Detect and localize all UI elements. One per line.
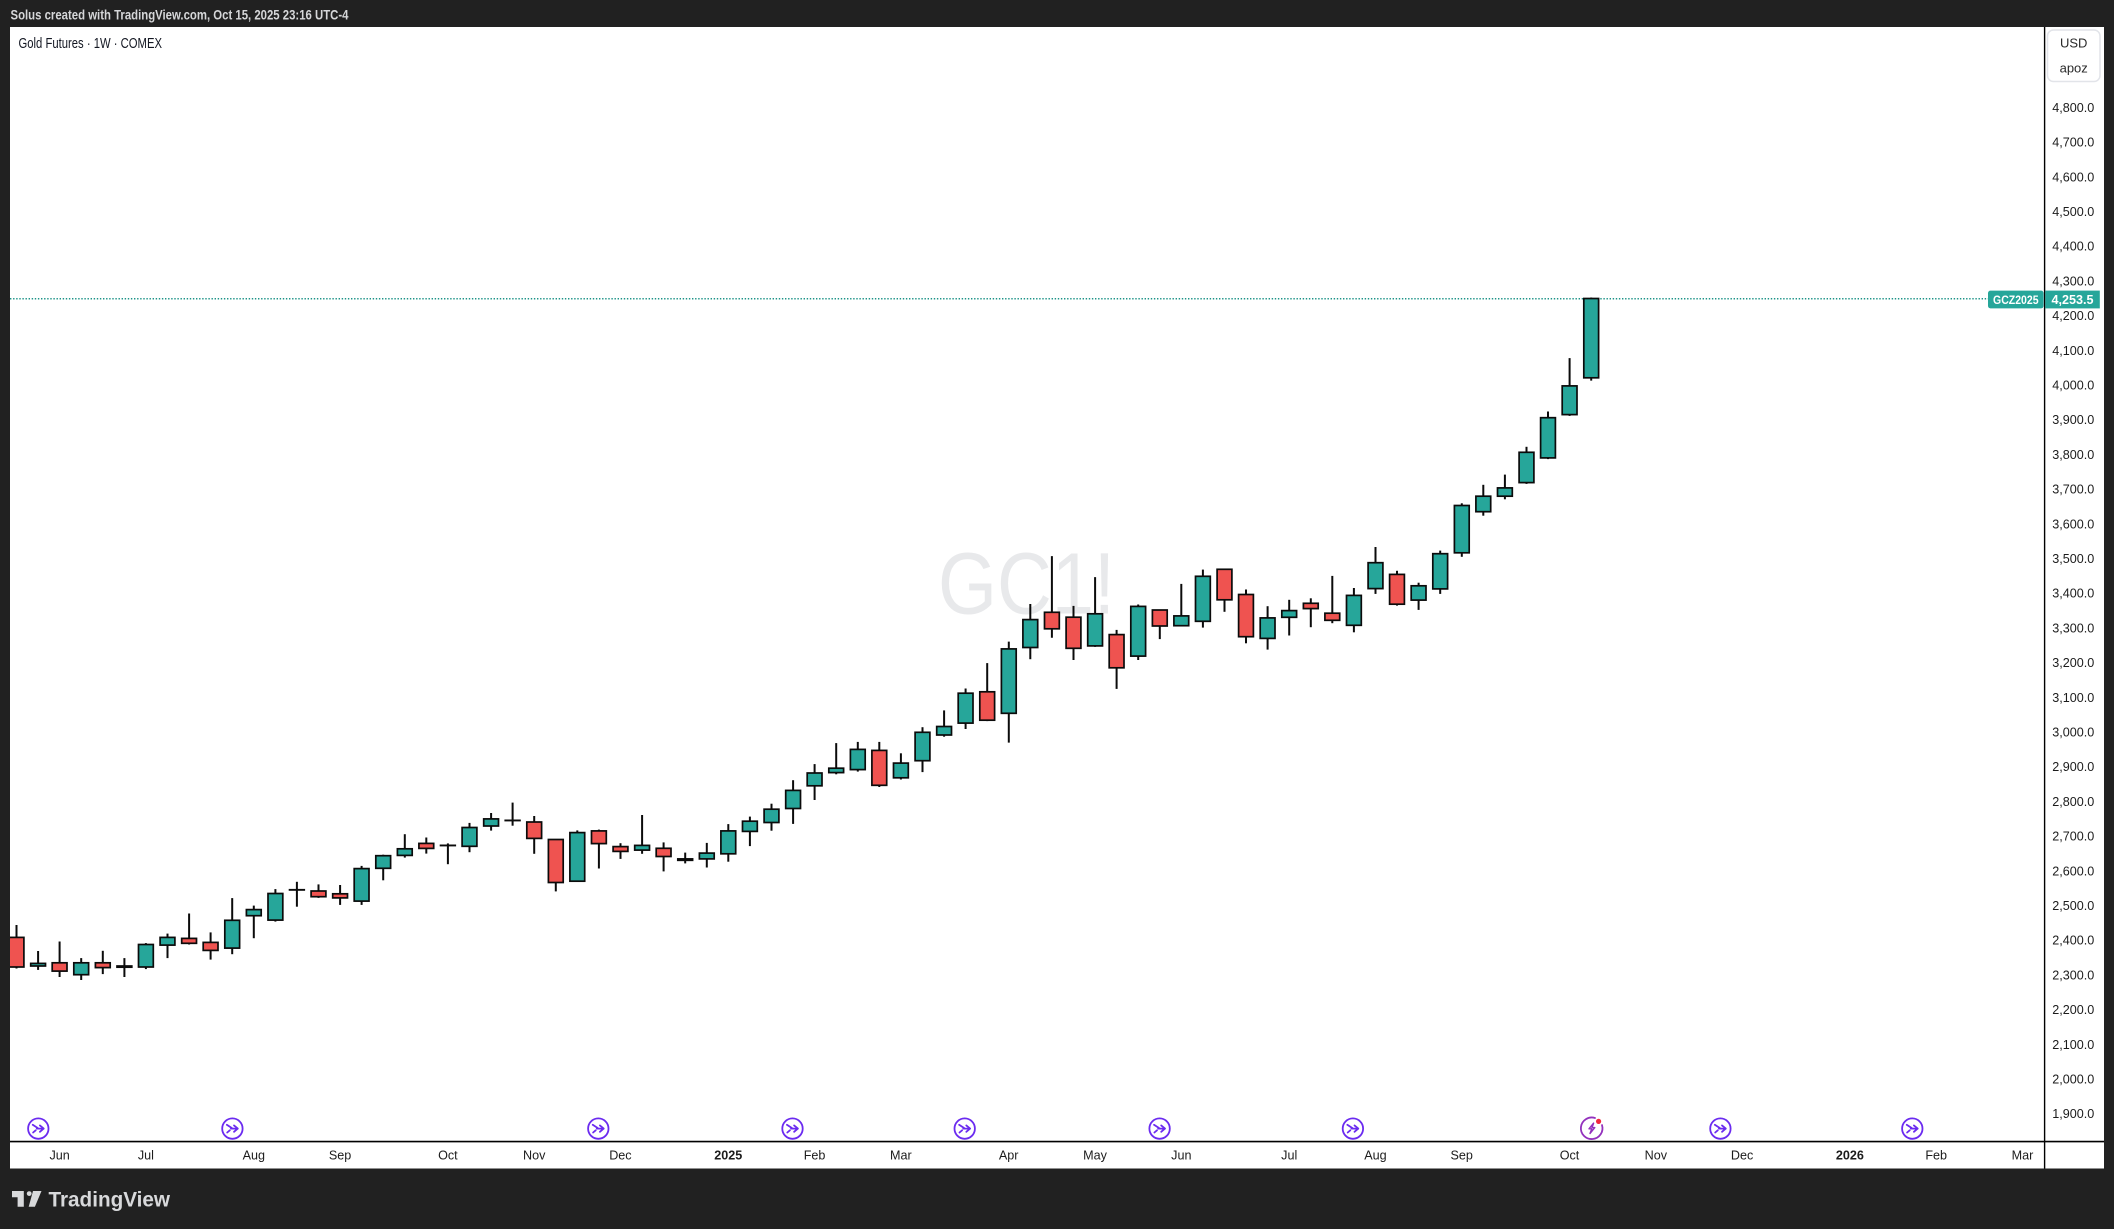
svg-text:Feb: Feb	[804, 1149, 826, 1163]
svg-text:Sep: Sep	[1450, 1149, 1472, 1163]
svg-text:3,200.0: 3,200.0	[2052, 656, 2094, 670]
svg-text:Solus created with TradingView: Solus created with TradingView.com, Oct …	[11, 7, 349, 23]
svg-text:Apr: Apr	[999, 1149, 1019, 1163]
svg-text:Mar: Mar	[890, 1149, 912, 1163]
svg-text:Oct: Oct	[438, 1149, 458, 1163]
svg-text:Mar: Mar	[2012, 1149, 2034, 1163]
svg-text:Jun: Jun	[1171, 1149, 1191, 1163]
svg-text:Sep: Sep	[329, 1149, 351, 1163]
svg-text:Jun: Jun	[49, 1149, 69, 1163]
svg-text:Aug: Aug	[1364, 1149, 1386, 1163]
svg-text:3,400.0: 3,400.0	[2052, 587, 2094, 601]
svg-text:3,100.0: 3,100.0	[2052, 691, 2094, 705]
svg-text:4,600.0: 4,600.0	[2052, 170, 2094, 184]
svg-text:May: May	[1083, 1149, 1107, 1163]
svg-text:Dec: Dec	[609, 1149, 631, 1163]
svg-text:apoz: apoz	[2060, 60, 2088, 75]
svg-text:USD: USD	[2060, 36, 2087, 51]
svg-text:4,700.0: 4,700.0	[2052, 136, 2094, 150]
svg-text:Jul: Jul	[1281, 1149, 1297, 1163]
svg-text:GC1!: GC1!	[938, 536, 1115, 633]
svg-text:2,000.0: 2,000.0	[2052, 1073, 2094, 1087]
svg-text:3,700.0: 3,700.0	[2052, 483, 2094, 497]
svg-text:3,600.0: 3,600.0	[2052, 517, 2094, 531]
svg-text:2,500.0: 2,500.0	[2052, 899, 2094, 913]
svg-text:3,300.0: 3,300.0	[2052, 621, 2094, 635]
svg-text:2025: 2025	[714, 1149, 742, 1163]
svg-text:4,000.0: 4,000.0	[2052, 379, 2094, 393]
svg-text:Gold Futures · 1W · COMEX: Gold Futures · 1W · COMEX	[19, 36, 163, 52]
svg-text:Oct: Oct	[1560, 1149, 1580, 1163]
svg-text:2,200.0: 2,200.0	[2052, 1003, 2094, 1017]
svg-text:GCZ2025: GCZ2025	[1993, 293, 2039, 307]
svg-text:2026: 2026	[1836, 1149, 1864, 1163]
svg-text:3,900.0: 3,900.0	[2052, 413, 2094, 427]
svg-text:4,400.0: 4,400.0	[2052, 240, 2094, 254]
svg-text:4,253.5: 4,253.5	[2051, 293, 2093, 307]
svg-text:4,500.0: 4,500.0	[2052, 205, 2094, 219]
svg-text:2,900.0: 2,900.0	[2052, 760, 2094, 774]
svg-text:3,500.0: 3,500.0	[2052, 552, 2094, 566]
svg-text:3,000.0: 3,000.0	[2052, 726, 2094, 740]
svg-text:Aug: Aug	[243, 1149, 265, 1163]
svg-text:TradingView: TradingView	[49, 1188, 171, 1212]
svg-text:2,300.0: 2,300.0	[2052, 968, 2094, 982]
svg-text:3,800.0: 3,800.0	[2052, 448, 2094, 462]
svg-text:4,300.0: 4,300.0	[2052, 274, 2094, 288]
svg-text:1,900.0: 1,900.0	[2052, 1107, 2094, 1121]
svg-text:2,600.0: 2,600.0	[2052, 864, 2094, 878]
svg-text:2,100.0: 2,100.0	[2052, 1038, 2094, 1052]
svg-text:2,400.0: 2,400.0	[2052, 934, 2094, 948]
svg-text:Feb: Feb	[1925, 1149, 1947, 1163]
svg-text:Dec: Dec	[1731, 1149, 1753, 1163]
svg-text:4,200.0: 4,200.0	[2052, 309, 2094, 323]
svg-text:2,800.0: 2,800.0	[2052, 795, 2094, 809]
svg-text:2,700.0: 2,700.0	[2052, 830, 2094, 844]
svg-text:Jul: Jul	[138, 1149, 154, 1163]
svg-text:4,100.0: 4,100.0	[2052, 344, 2094, 358]
svg-text:4,800.0: 4,800.0	[2052, 101, 2094, 115]
svg-text:Nov: Nov	[523, 1149, 546, 1163]
svg-text:Nov: Nov	[1645, 1149, 1668, 1163]
